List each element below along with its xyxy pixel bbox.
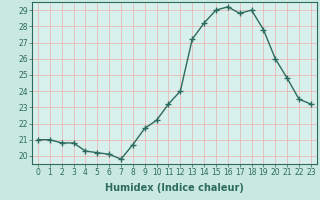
- X-axis label: Humidex (Indice chaleur): Humidex (Indice chaleur): [105, 183, 244, 193]
